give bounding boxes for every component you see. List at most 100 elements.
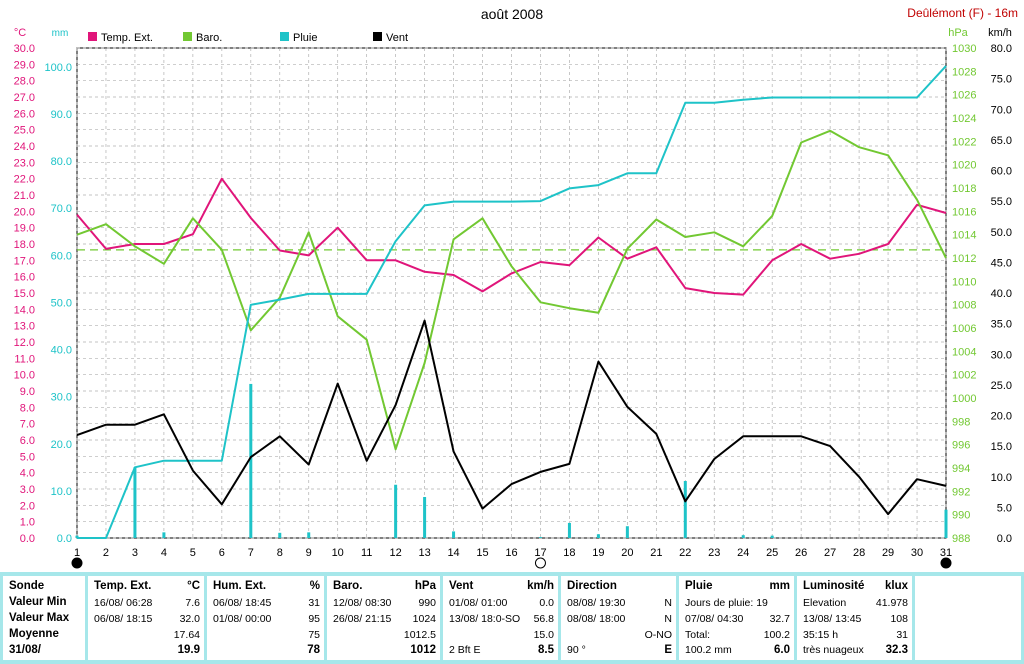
wind-tick-label: 10.0 bbox=[991, 472, 1012, 484]
baro-tick-label: 990 bbox=[952, 510, 970, 522]
rain-tick-label: 10.0 bbox=[51, 486, 72, 498]
rain-unit: mm bbox=[769, 580, 790, 592]
wind-axis-unit: km/h bbox=[988, 27, 1012, 39]
direction-mean: O-NO bbox=[644, 629, 672, 641]
rain-bar bbox=[452, 531, 456, 538]
x-tick-label: 28 bbox=[853, 547, 865, 559]
baro-tick-label: 992 bbox=[952, 486, 970, 498]
rain-max-date: 07/08/ 04:30 bbox=[685, 613, 744, 625]
x-tick-label: 2 bbox=[103, 547, 109, 559]
wind-title: Vent bbox=[449, 580, 474, 592]
x-tick-label: 14 bbox=[447, 547, 459, 559]
x-tick-label: 3 bbox=[132, 547, 138, 559]
rain-tick-label: 50.0 bbox=[51, 297, 72, 309]
legend-swatch bbox=[280, 32, 289, 41]
rain-bar bbox=[307, 532, 311, 538]
moon-full-icon bbox=[534, 557, 546, 569]
rain-current: 6.0 bbox=[774, 644, 790, 656]
direction-max-value: N bbox=[664, 613, 672, 625]
temp-tick-label: 12.0 bbox=[14, 337, 35, 349]
temp-min-date: 16/08/ 06:28 bbox=[94, 597, 153, 609]
rain-tick-label: 90.0 bbox=[51, 109, 72, 121]
luminosity-elevation-value: 41.978 bbox=[875, 597, 908, 609]
temp-max-value: 32.0 bbox=[179, 613, 200, 625]
legend-swatch bbox=[183, 32, 192, 41]
luminosity-duration-label: 35:15 h bbox=[803, 629, 839, 641]
temp-tick-label: 29.0 bbox=[14, 59, 35, 71]
x-tick-label: 1 bbox=[74, 547, 80, 559]
temp-tick-label: 24.0 bbox=[14, 141, 35, 153]
rain-tick-label: 30.0 bbox=[51, 392, 72, 404]
rain-current-label: 100.2 mm bbox=[685, 644, 732, 656]
hum-max-date: 01/08/ 00:00 bbox=[213, 613, 272, 625]
wind-tick-label: 45.0 bbox=[991, 257, 1012, 269]
x-tick-label: 27 bbox=[824, 547, 836, 559]
baro-axis-unit: hPa bbox=[948, 27, 968, 39]
x-tick-label: 18 bbox=[563, 547, 575, 559]
hum-title: Hum. Ext. bbox=[213, 580, 267, 592]
baro-max-date: 26/08/ 21:15 bbox=[333, 613, 392, 625]
x-tick-label: 12 bbox=[390, 547, 402, 559]
temp-tick-label: 9.0 bbox=[20, 386, 35, 398]
rain-bar bbox=[770, 535, 774, 538]
temp-tick-label: 23.0 bbox=[14, 157, 35, 169]
baro-tick-label: 1010 bbox=[952, 276, 976, 288]
series-line-temp bbox=[76, 177, 947, 296]
temp-current: 19.9 bbox=[177, 644, 200, 656]
temp-tick-label: 17.0 bbox=[14, 255, 35, 267]
x-tick-label: 22 bbox=[679, 547, 691, 559]
rain-bar bbox=[133, 467, 137, 538]
rain-bar bbox=[741, 535, 745, 538]
baro-current: 1012 bbox=[410, 644, 436, 656]
wind-max-date: 13/08/ 18:0-SO bbox=[449, 613, 521, 625]
wind-min-value: 0.0 bbox=[539, 597, 554, 609]
rain-bar bbox=[596, 534, 600, 538]
luminosity-max-date: 13/08/ 13:45 bbox=[803, 613, 862, 625]
wind-tick-label: 65.0 bbox=[991, 135, 1012, 147]
x-tick-label: 30 bbox=[911, 547, 923, 559]
wind-tick-label: 55.0 bbox=[991, 196, 1012, 208]
baro-tick-label: 1020 bbox=[952, 160, 976, 172]
temp-tick-label: 22.0 bbox=[14, 174, 35, 186]
temp-tick-label: 4.0 bbox=[20, 468, 35, 480]
temp-tick-label: 7.0 bbox=[20, 419, 35, 431]
rain-tick-label: 70.0 bbox=[51, 203, 72, 215]
legend-swatch bbox=[373, 32, 382, 41]
direction-current-label: 90 ° bbox=[567, 644, 586, 656]
luminosity-max-value: 108 bbox=[890, 613, 908, 625]
x-tick-label: 25 bbox=[766, 547, 778, 559]
baro-tick-label: 1014 bbox=[952, 230, 976, 242]
temp-tick-label: 28.0 bbox=[14, 76, 35, 88]
x-tick-label: 23 bbox=[708, 547, 720, 559]
temp-tick-label: 14.0 bbox=[14, 304, 35, 316]
baro-tick-label: 1024 bbox=[952, 113, 976, 125]
x-tick-label: 29 bbox=[882, 547, 894, 559]
baro-min-value: 990 bbox=[418, 597, 436, 609]
luminosity-duration-value: 31 bbox=[896, 629, 908, 641]
luminosity-current-label: très nuageux bbox=[803, 644, 864, 656]
row-label-min: Valeur Min bbox=[9, 596, 67, 608]
rain-tick-label: 0.0 bbox=[57, 533, 72, 545]
wind-tick-label: 25.0 bbox=[991, 380, 1012, 392]
temp-tick-label: 15.0 bbox=[14, 288, 35, 300]
x-tick-label: 21 bbox=[650, 547, 662, 559]
temp-tick-label: 5.0 bbox=[20, 451, 35, 463]
row-label-current: 31/08/ bbox=[9, 644, 41, 656]
rain-box: Pluie mm Jours de pluie: 19 07/08/ 04:30 3… bbox=[679, 576, 794, 660]
wind-tick-label: 50.0 bbox=[991, 227, 1012, 239]
rain-tick-label: 60.0 bbox=[51, 250, 72, 262]
direction-min-date: 08/08/ 19:30 bbox=[567, 597, 626, 609]
wind-unit: km/h bbox=[527, 580, 554, 592]
baro-tick-label: 1028 bbox=[952, 66, 976, 78]
moon-new-icon bbox=[940, 557, 952, 569]
rain-bar bbox=[249, 383, 253, 538]
empty-box bbox=[915, 576, 1021, 660]
baro-unit: hPa bbox=[414, 580, 436, 592]
luminosity-box: Luminosité klux Elevation 41.978 13/08/ 13… bbox=[797, 576, 912, 660]
wind-current-label: 2 Bft E bbox=[449, 644, 481, 656]
rain-bar bbox=[394, 484, 398, 538]
direction-box: Direction 08/08/ 19:30 N 08/08/ 18:00 N O-… bbox=[561, 576, 676, 660]
baro-tick-label: 1026 bbox=[952, 90, 976, 102]
temp-tick-label: 18.0 bbox=[14, 239, 35, 251]
temp-min-value: 7.6 bbox=[185, 597, 200, 609]
